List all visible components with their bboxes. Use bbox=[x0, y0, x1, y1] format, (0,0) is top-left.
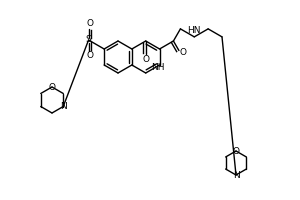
Text: O: O bbox=[86, 51, 93, 60]
Text: N: N bbox=[60, 102, 67, 111]
Text: N: N bbox=[232, 170, 239, 180]
Text: O: O bbox=[232, 146, 239, 156]
Text: O: O bbox=[49, 82, 56, 92]
Text: O: O bbox=[179, 48, 186, 57]
Text: HN: HN bbox=[188, 26, 201, 35]
Text: O: O bbox=[86, 20, 93, 28]
Text: NH: NH bbox=[151, 64, 164, 72]
Text: S: S bbox=[86, 36, 92, 45]
Text: O: O bbox=[142, 54, 149, 64]
